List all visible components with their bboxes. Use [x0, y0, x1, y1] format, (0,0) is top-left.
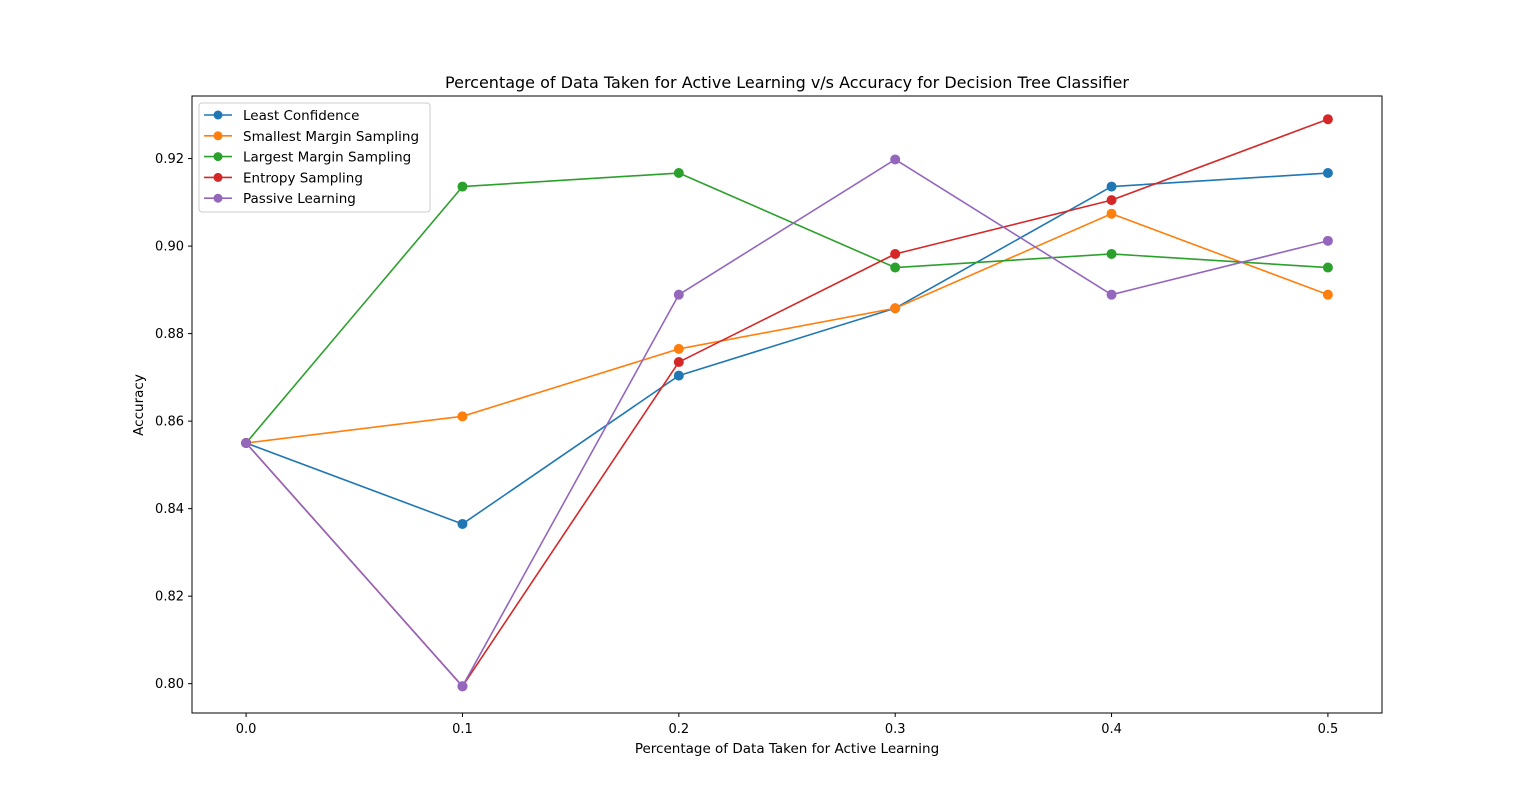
y-tick-label: 0.86 [155, 415, 184, 430]
data-point [1106, 181, 1117, 192]
data-point [673, 357, 684, 368]
legend-label: Least Confidence [243, 108, 359, 124]
series-line [245, 212, 1329, 444]
y-tick-label: 0.82 [155, 590, 184, 605]
data-point [673, 168, 684, 179]
plot-frame [191, 95, 1383, 714]
data-point [890, 303, 901, 314]
x-tick-label: 0.5 [1318, 722, 1339, 737]
data-point [457, 681, 468, 692]
legend-label: Largest Margin Sampling [243, 150, 411, 166]
legend-item: Least Confidence [204, 108, 359, 124]
data-point [1106, 289, 1117, 300]
legend-item: Entropy Sampling [204, 170, 363, 186]
x-tick-label: 0.0 [236, 722, 257, 737]
x-tick-label: 0.4 [1101, 722, 1122, 737]
y-tick-label: 0.92 [155, 152, 184, 167]
y-tick-label: 0.84 [155, 502, 184, 517]
plot-content [241, 114, 1333, 692]
legend-label: Passive Learning [243, 191, 356, 207]
x-axis-label: Percentage of Data Taken for Active Lear… [635, 741, 939, 757]
legend-marker [213, 172, 223, 182]
data-point [1322, 289, 1333, 300]
data-point [457, 411, 468, 422]
data-point [673, 343, 684, 354]
y-axis-label: Accuracy [131, 374, 147, 436]
data-point [1322, 168, 1333, 179]
x-tick-label: 0.3 [885, 722, 906, 737]
chart-title: Percentage of Data Taken for Active Lear… [445, 73, 1129, 92]
legend-item: Smallest Margin Sampling [204, 129, 419, 145]
data-point [890, 154, 901, 165]
series-line [245, 158, 1329, 688]
legend-label: Smallest Margin Sampling [243, 129, 419, 145]
legend-marker [213, 193, 223, 203]
data-point [673, 289, 684, 300]
data-point [457, 518, 468, 529]
series-2 [241, 208, 1333, 449]
legend-label: Entropy Sampling [243, 170, 363, 186]
x-tick-label: 0.1 [452, 722, 473, 737]
data-point [890, 248, 901, 259]
data-point [241, 438, 252, 449]
data-point [457, 181, 468, 192]
series-line [245, 172, 1328, 444]
legend-marker [213, 110, 223, 120]
legend-item: Passive Learning [204, 191, 356, 207]
y-tick-label: 0.80 [155, 677, 184, 692]
legend-box [198, 102, 431, 213]
data-point [1106, 208, 1117, 219]
legend: Least Confidence Smallest Margin Sampling… [198, 102, 431, 213]
series-line [245, 172, 1328, 525]
y-axis: 0.80 0.82 0.84 0.86 0.88 0.90 0.92 [155, 152, 192, 692]
data-point [1322, 114, 1333, 125]
y-tick-label: 0.88 [155, 327, 184, 342]
y-tick-label: 0.90 [155, 240, 184, 255]
data-point [1322, 235, 1333, 246]
x-tick-label: 0.2 [668, 722, 689, 737]
series-1 [241, 168, 1333, 529]
legend-item: Largest Margin Sampling [204, 150, 411, 166]
x-axis: 0.0 0.1 0.2 0.3 0.4 0.5 [236, 713, 1339, 737]
data-point [1322, 262, 1333, 273]
series-5 [241, 154, 1333, 692]
data-point [1106, 248, 1117, 259]
data-point [890, 262, 901, 273]
legend-marker [213, 131, 223, 141]
data-point [1106, 195, 1117, 206]
legend-marker [213, 152, 223, 162]
data-point [673, 370, 684, 381]
